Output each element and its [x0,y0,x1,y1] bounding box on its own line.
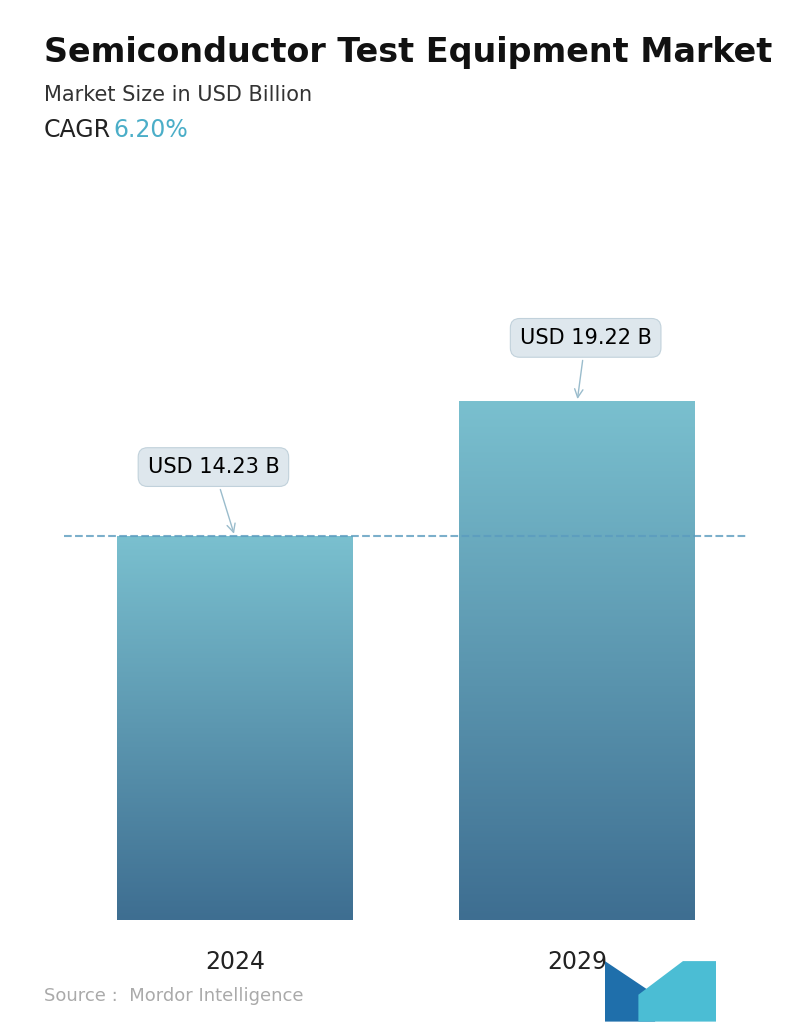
Text: 2029: 2029 [547,950,607,974]
Text: 2024: 2024 [205,950,265,974]
Polygon shape [605,962,655,1022]
Text: USD 14.23 B: USD 14.23 B [147,457,279,533]
Polygon shape [638,962,716,1022]
Text: USD 19.22 B: USD 19.22 B [520,328,652,397]
Text: Semiconductor Test Equipment Market: Semiconductor Test Equipment Market [44,36,772,69]
Text: Market Size in USD Billion: Market Size in USD Billion [44,85,312,104]
Text: 6.20%: 6.20% [114,118,189,142]
Text: CAGR: CAGR [44,118,111,142]
Text: Source :  Mordor Intelligence: Source : Mordor Intelligence [44,987,303,1005]
